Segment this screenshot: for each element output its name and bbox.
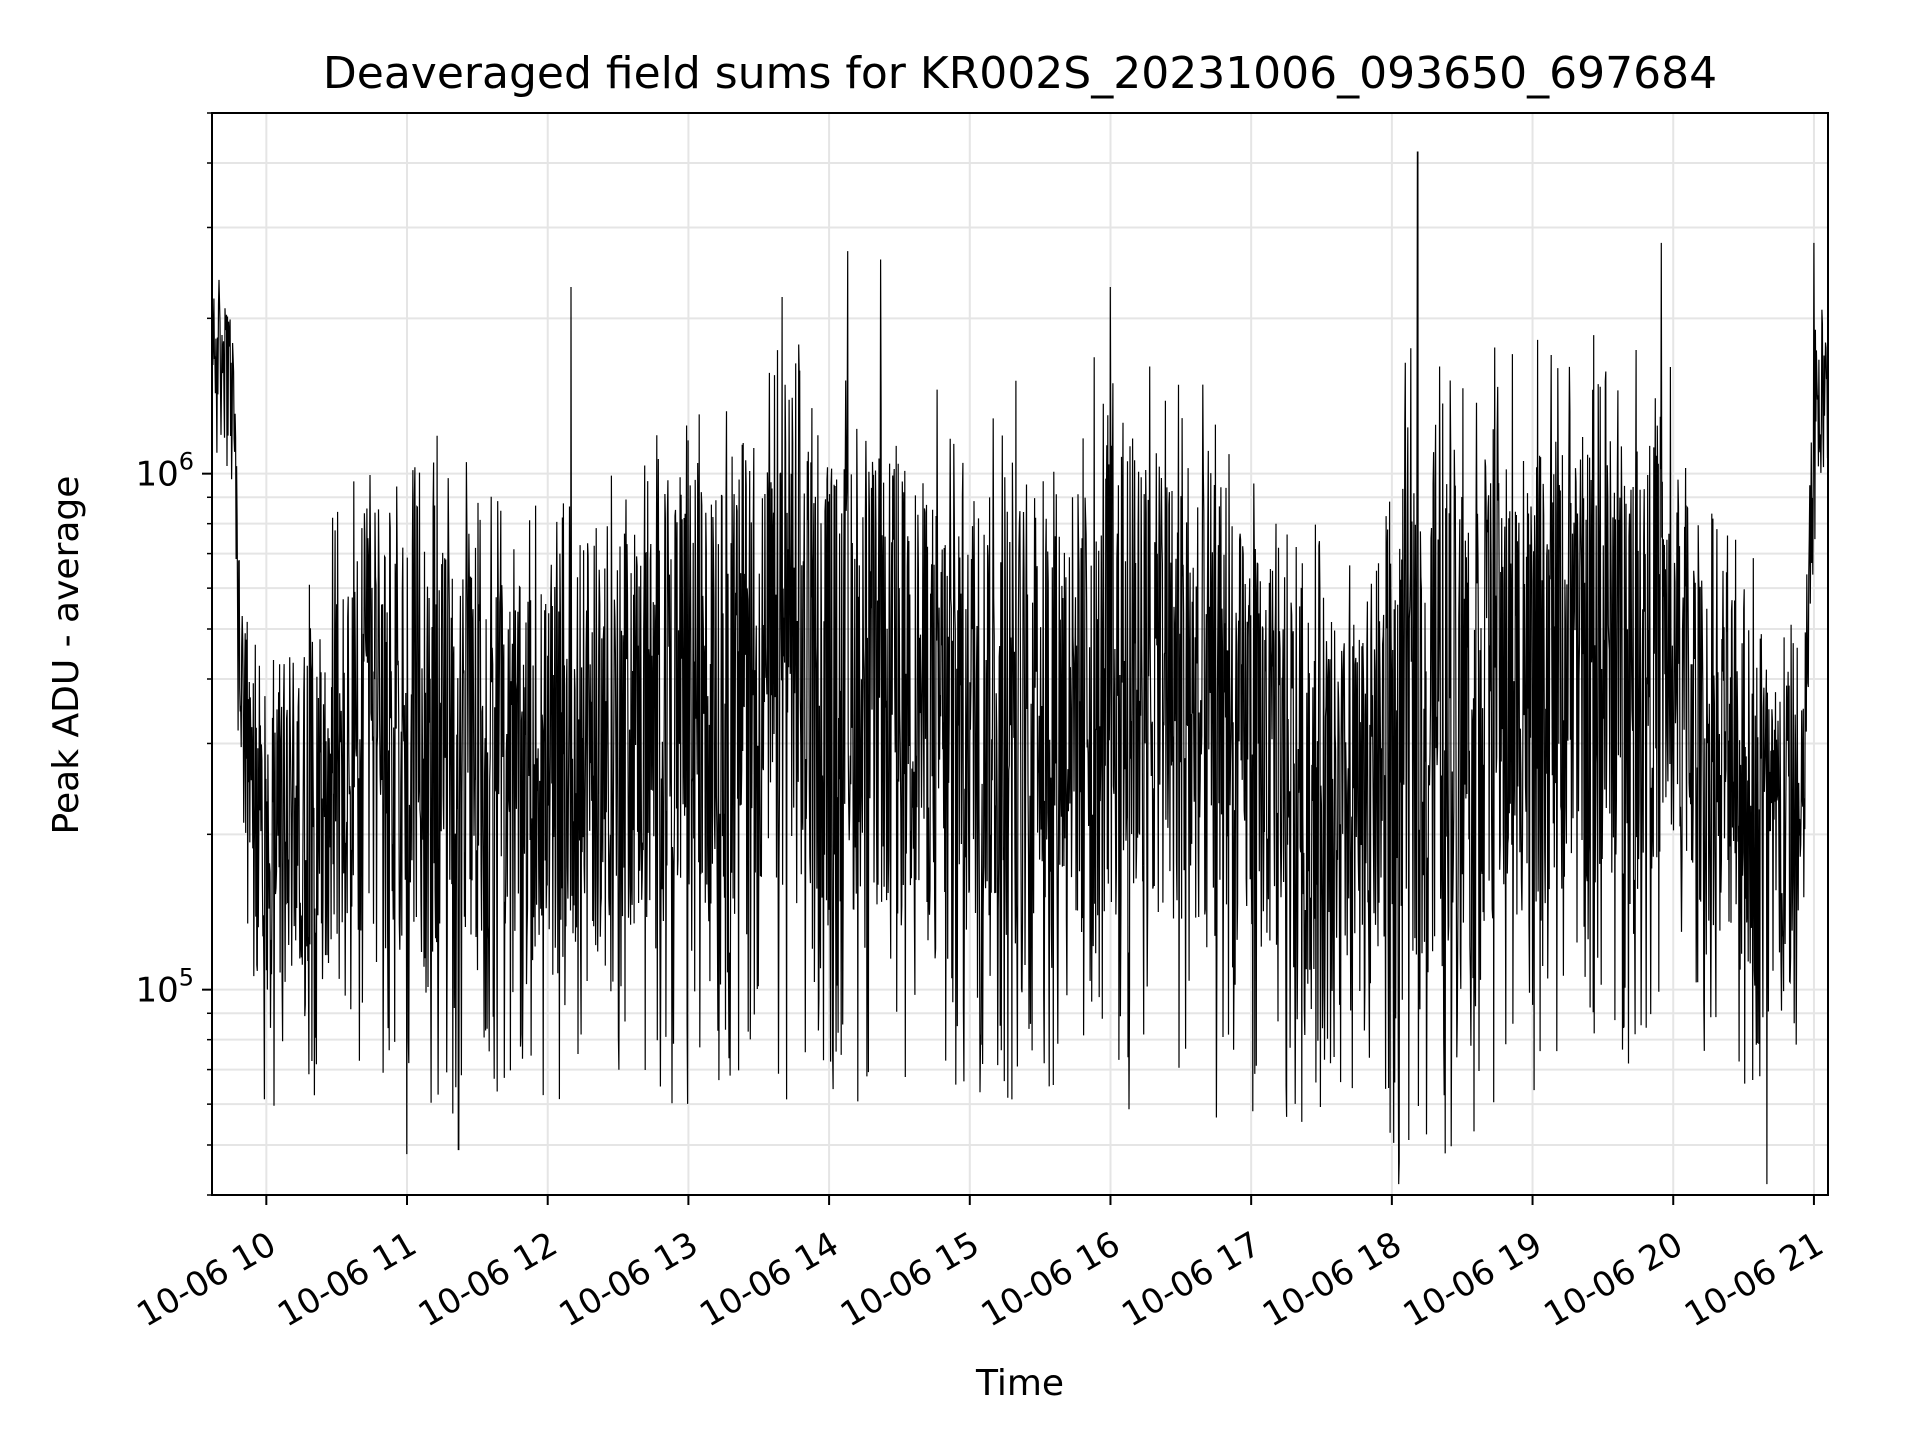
y-axis-label: Peak ADU - average <box>46 476 87 835</box>
series-line <box>211 151 1829 1185</box>
chart-title: Deaveraged field sums for KR002S_2023100… <box>323 48 1717 99</box>
data-series <box>211 151 1829 1185</box>
y-tick-label: 106 <box>135 448 194 495</box>
y-tick-label: 105 <box>135 964 194 1011</box>
x-axis-label: Time <box>975 1363 1064 1404</box>
plot-frame <box>211 112 1829 1196</box>
